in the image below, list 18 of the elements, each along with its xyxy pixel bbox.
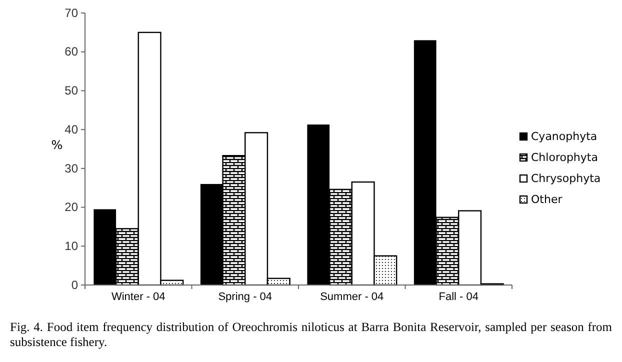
y-tick-label: 20 (64, 200, 78, 214)
x-tick-label: Spring - 04 (218, 291, 272, 304)
x-tick-label: Winter - 04 (111, 291, 166, 304)
y-tick-label: 50 (64, 84, 78, 98)
legend-label: Chlorophyta (531, 151, 598, 164)
y-tick-label: 40 (64, 122, 78, 136)
y-tick-label: 70 (64, 6, 78, 20)
y-tick-label: 60 (64, 44, 78, 59)
x-tick-label: Summer - 04 (320, 291, 384, 304)
y-tick-label: 30 (64, 161, 78, 176)
y-tick-label: 0 (71, 278, 78, 292)
y-tick-label: 10 (64, 238, 78, 253)
x-tick-label: Fall - 04 (438, 291, 478, 304)
legend-label: Chrysophyta (531, 172, 601, 185)
y-axis-title: % (51, 138, 63, 152)
legend-label: Other (531, 193, 563, 206)
legend-label: Cyanophyta (531, 130, 598, 143)
caption: Fig. 4. Food item frequency distribution of Oreochromis niloticus at Barra Bonita Reservoir, sampled per season from subsistence fishery. (10, 320, 612, 350)
